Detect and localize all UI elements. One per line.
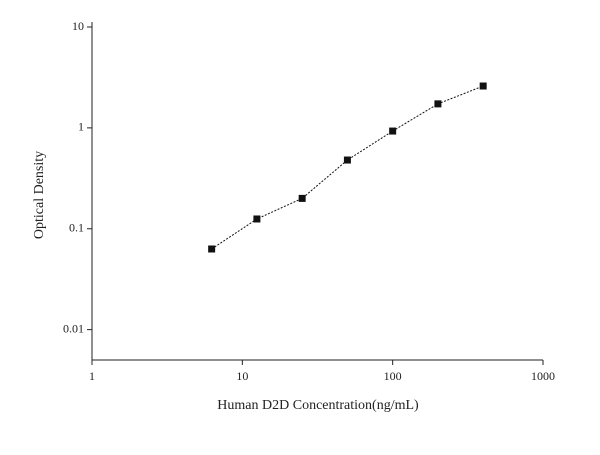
y-tick-label: 0.1 <box>69 221 84 235</box>
y-axis-title: Optical Density <box>32 151 47 239</box>
data-point <box>343 156 351 164</box>
x-tick-label: 1 <box>89 369 95 383</box>
y-tick-label: 0.01 <box>63 321 84 335</box>
y-tick-label: 10 <box>72 19 84 33</box>
fit-line <box>211 85 484 250</box>
data-point <box>298 194 306 202</box>
y-tick-label: 1 <box>78 120 84 134</box>
x-tick-label: 100 <box>384 369 402 383</box>
data-point <box>434 100 442 108</box>
x-tick-label: 10 <box>236 369 248 383</box>
data-point <box>389 127 397 135</box>
data-point <box>479 82 487 90</box>
x-tick-label: 1000 <box>531 369 555 383</box>
x-axis-title: Human D2D Concentration(ng/mL) <box>217 398 419 413</box>
data-point <box>208 245 216 253</box>
data-point <box>253 215 261 223</box>
